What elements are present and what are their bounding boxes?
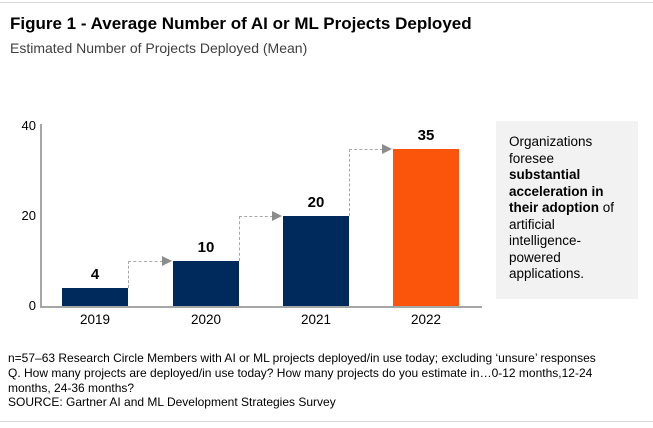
value-label-2020: 10 — [197, 239, 215, 256]
value-label-2021: 20 — [307, 194, 325, 211]
callout-text-regular: of artificial intelligence-powered appli… — [509, 200, 615, 281]
callout-text-bold: substantial acceleration in their adopti… — [509, 167, 604, 215]
x-axis-label-2019: 2019 — [79, 312, 111, 327]
step-arrow-horizontal-1 — [128, 261, 163, 262]
callout-box: Organizations foresee substantial accele… — [496, 121, 638, 299]
step-arrow-head-icon — [272, 211, 282, 221]
footnote-line: months, 24-36 months? — [8, 380, 135, 395]
bottom-divider — [0, 421, 653, 422]
bar-2021 — [283, 216, 349, 306]
bar-2022 — [393, 148, 459, 306]
step-arrow-head-icon — [382, 143, 392, 154]
figure-subtitle: Estimated Number of Projects Deployed (M… — [10, 40, 308, 56]
step-arrow-horizontal-3 — [349, 148, 383, 150]
value-label-2019: 4 — [90, 266, 100, 283]
footnote-line: n=57–63 Research Circle Members with AI … — [8, 351, 596, 365]
value-label-2022: 35 — [417, 126, 435, 144]
footnote-line: SOURCE: Gartner AI and ML Development St… — [8, 395, 336, 410]
y-axis-tick-20: 20 — [21, 208, 36, 223]
x-axis-line — [40, 306, 482, 308]
callout-text-regular: Organizations foresee — [509, 134, 593, 166]
step-arrow-horizontal-2 — [239, 216, 273, 217]
bar-2019 — [62, 288, 128, 306]
footnote-line: Q. How many projects are deployed/in use… — [8, 365, 593, 380]
top-divider — [0, 2, 653, 3]
y-axis-tick-40: 40 — [21, 118, 36, 133]
step-arrow-vertical-2 — [239, 216, 240, 261]
bar-2020 — [173, 261, 239, 306]
step-arrow-vertical-3 — [349, 148, 350, 216]
step-arrow-vertical-1 — [128, 261, 129, 288]
figure-title: Figure 1 - Average Number of AI or ML Pr… — [10, 14, 472, 33]
y-axis-tick-0: 0 — [28, 298, 36, 313]
x-axis-label-2022: 2022 — [410, 312, 442, 327]
footnotes: n=57–63 Research Circle Members with AI … — [8, 351, 596, 410]
x-axis-label-2021: 2021 — [300, 312, 332, 327]
x-axis-label-2020: 2020 — [190, 312, 222, 327]
step-arrow-head-icon — [162, 256, 172, 266]
y-axis-line — [40, 124, 42, 307]
